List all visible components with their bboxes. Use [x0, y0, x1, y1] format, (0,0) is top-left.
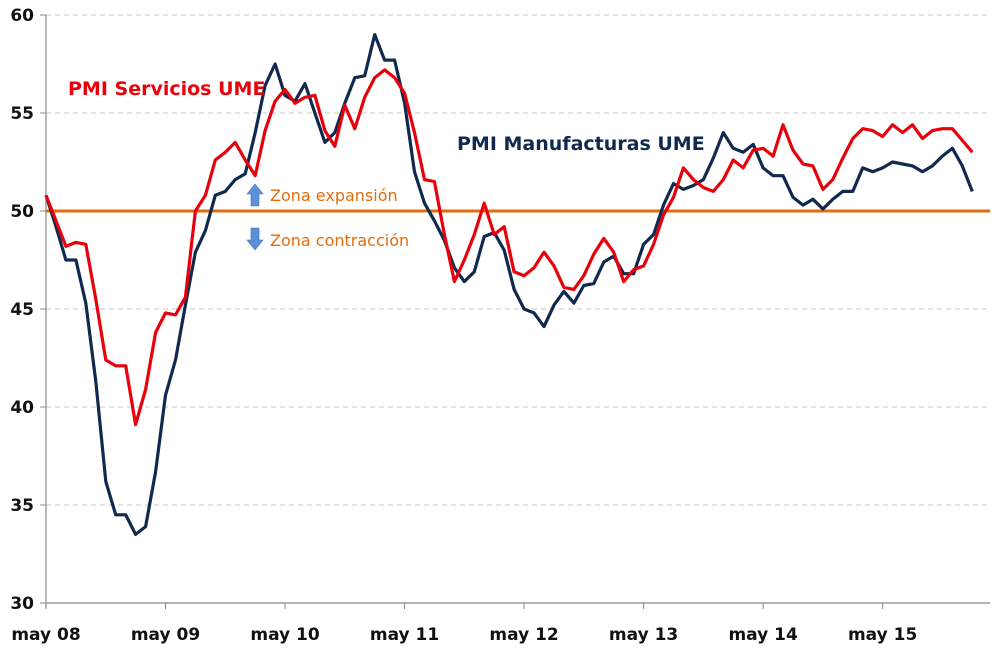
x-tick-label: may 11	[370, 625, 439, 645]
y-tick-label: 55	[10, 104, 34, 124]
arrow-down-icon	[246, 227, 264, 251]
y-tick-label: 50	[10, 202, 34, 222]
y-tick-label: 60	[10, 6, 34, 26]
points-servicios	[45, 69, 973, 425]
x-tick-label: may 15	[848, 625, 917, 645]
x-tick-label: may 13	[609, 625, 678, 645]
y-tick-label: 40	[10, 398, 34, 418]
x-tick-label: may 09	[131, 625, 200, 645]
series-line-servicios	[44, 68, 974, 427]
x-axis: may 08 may 09 may 10 may 11 may 12 may 13 may …	[11, 602, 990, 645]
arrow-up-icon	[246, 183, 264, 207]
points-manufacturas	[45, 34, 973, 535]
x-tick-label: may 12	[489, 625, 558, 645]
x-tick-label: may 14	[728, 625, 797, 645]
series-lines	[44, 32, 974, 537]
y-tick-label: 30	[10, 594, 34, 614]
y-axis: 30 35 40 45 50 55 60	[10, 6, 47, 614]
x-tick-label: may 08	[11, 625, 80, 645]
x-tick-label: may 10	[250, 625, 319, 645]
series-label-manufacturas: PMI Manufacturas UME	[457, 133, 705, 155]
y-tick-label: 45	[10, 300, 34, 320]
zone-expansion-label: Zona expansión	[270, 186, 398, 205]
series-label-servicios: PMI Servicios UME	[68, 78, 265, 100]
y-tick-label: 35	[10, 496, 34, 516]
series-line-manufacturas	[44, 32, 974, 537]
zone-contraction-label: Zona contracción	[270, 231, 409, 250]
